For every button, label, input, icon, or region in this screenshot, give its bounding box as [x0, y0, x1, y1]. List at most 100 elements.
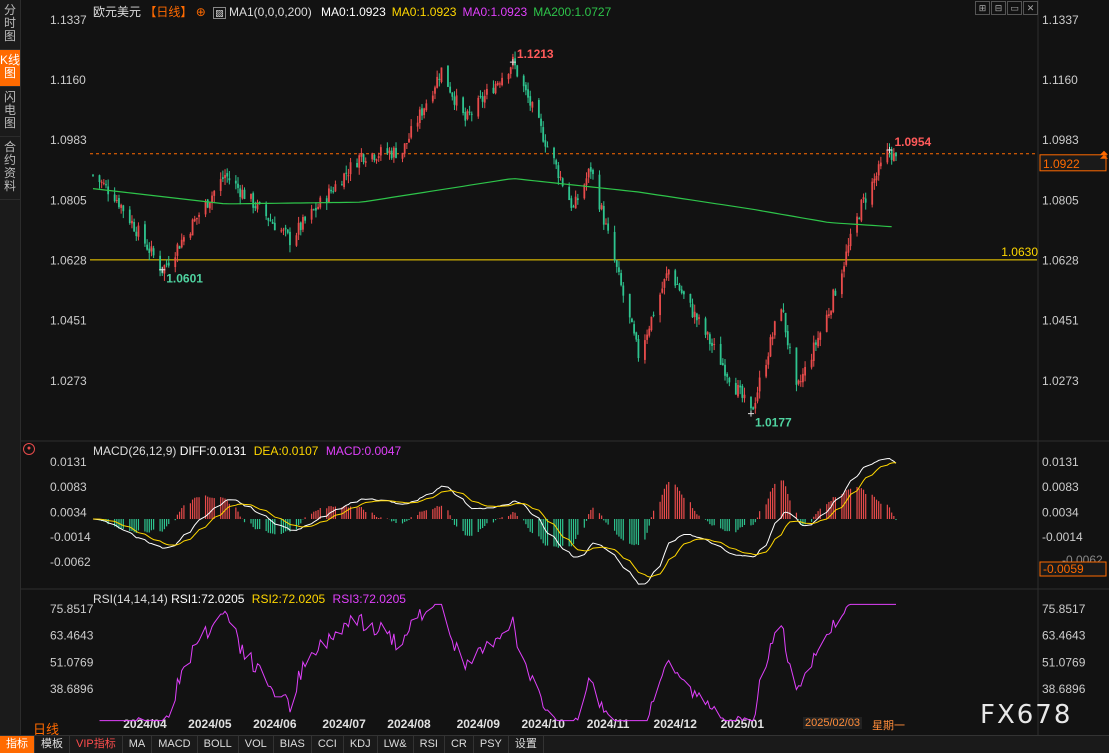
candle: [527, 89, 529, 98]
toolbar-tab-8[interactable]: CCI: [312, 736, 344, 753]
price-tick-left: 1.0273: [50, 374, 87, 388]
toolbar-tab-10[interactable]: LW&: [378, 736, 414, 753]
candle: [421, 108, 423, 116]
target-icon[interactable]: ●: [23, 443, 35, 455]
toolbar-tab-2[interactable]: VIP指标: [70, 736, 123, 753]
candle: [743, 394, 746, 399]
scroll-arrow-icon[interactable]: [1100, 150, 1108, 159]
candle: [815, 342, 817, 345]
window-button-1[interactable]: ⊞: [975, 1, 990, 15]
toolbar-tab-5[interactable]: BOLL: [198, 736, 239, 753]
candle: [574, 196, 577, 209]
rsi-title: RSI(14,14,14): [93, 592, 168, 606]
candle: [401, 152, 404, 159]
candle: [254, 206, 257, 209]
candle: [208, 202, 211, 209]
candle: [784, 312, 787, 333]
ma200-line: [92, 178, 892, 228]
candle: [135, 231, 138, 237]
candle: [522, 75, 525, 87]
candle: [180, 239, 183, 248]
period-tag[interactable]: 【日线】: [144, 5, 193, 19]
candle: [620, 273, 623, 286]
candle: [719, 343, 722, 365]
sidebar-tab-0[interactable]: 分时图: [0, 0, 20, 50]
price-tick-left: 1.0983: [50, 133, 87, 147]
candle: [494, 83, 497, 94]
candle: [341, 184, 343, 186]
toolbar-tab-6[interactable]: VOL: [239, 736, 274, 753]
candle: [589, 167, 592, 172]
candle: [447, 65, 449, 87]
macd-header: MACD(26,12,9) DIFF:0.0131 DEA:0.0107 MAC…: [93, 444, 401, 458]
candle: [392, 147, 395, 158]
sidebar-tab-1[interactable]: K线图: [0, 50, 20, 87]
toolbar-tab-12[interactable]: CR: [445, 736, 474, 753]
period-label[interactable]: 日线: [33, 722, 60, 737]
kline-chart[interactable]: 1.1337 1.1337 1.1160 1.1160 1.0983 1.0983 1.08…: [21, 0, 1109, 735]
price-tick-right: 1.0805: [1042, 194, 1079, 208]
candle: [221, 177, 224, 179]
sidebar-tab-2[interactable]: 闪电图: [0, 87, 20, 137]
toolbar-tab-9[interactable]: KDJ: [344, 736, 378, 753]
toolbar-tab-3[interactable]: MA: [123, 736, 153, 753]
candle: [464, 111, 467, 121]
candle: [849, 233, 852, 247]
ma-value-1: MA0:1.0923: [391, 5, 457, 19]
toolbar-tab-1[interactable]: 模板: [35, 736, 70, 753]
candle: [561, 178, 564, 186]
candle: [265, 204, 268, 217]
price-tick-right: 1.0451: [1042, 314, 1079, 328]
toolbar-tab-13[interactable]: PSY: [474, 736, 509, 753]
candle: [667, 269, 670, 275]
toolbar-tab-11[interactable]: RSI: [414, 736, 445, 753]
toolbar-tab-0[interactable]: 指标: [0, 736, 35, 753]
macd-tick-left: 0.0131: [50, 455, 87, 469]
candle: [622, 285, 625, 296]
annotation-high-marker: [509, 59, 516, 66]
candle: [228, 178, 231, 181]
toolbar-tab-4[interactable]: MACD: [152, 736, 198, 753]
symbol-name: 欧元美元: [93, 5, 142, 19]
candle: [708, 334, 711, 345]
candle: [615, 260, 618, 267]
add-icon[interactable]: ⊕: [195, 5, 206, 19]
candle: [102, 182, 105, 184]
candle: [219, 179, 222, 191]
candle: [873, 178, 876, 183]
candle: [886, 149, 889, 163]
candle: [758, 377, 761, 392]
candle: [295, 235, 298, 246]
candle: [680, 289, 683, 294]
candle: [786, 331, 789, 346]
candle: [516, 65, 519, 77]
candle: [799, 381, 802, 383]
window-button-2[interactable]: ⊟: [991, 1, 1006, 15]
candle: [204, 201, 207, 215]
candle: [726, 373, 729, 377]
sidebar-tab-3[interactable]: 合约资料: [0, 137, 20, 200]
candle: [299, 222, 302, 231]
candle: [144, 224, 146, 244]
x-axis-label: 2024/09: [457, 717, 501, 731]
candle: [195, 217, 198, 220]
rsi-tick-right: 51.0769: [1042, 655, 1086, 669]
toolbar-tab-14[interactable]: 设置: [509, 736, 544, 753]
close-icon[interactable]: ✕: [1023, 1, 1038, 15]
candle: [607, 223, 610, 231]
macd-tick-left: -0.0014: [50, 530, 91, 544]
candle: [167, 262, 170, 266]
rsi-tick-left: 51.0769: [50, 655, 94, 669]
candle: [280, 230, 283, 232]
price-tick-right: 1.0628: [1042, 254, 1079, 268]
window-button-3[interactable]: ▭: [1007, 1, 1022, 15]
current-price-label: 1.0922: [1043, 157, 1080, 171]
indicator-icon[interactable]: ▨: [213, 7, 226, 19]
ma-value-2: MA0:1.0923: [462, 5, 528, 19]
candle: [431, 95, 434, 102]
candle: [349, 162, 352, 175]
toolbar-tab-7[interactable]: BIAS: [274, 736, 312, 753]
candle: [492, 87, 495, 94]
candle: [377, 156, 380, 159]
candle: [695, 313, 698, 321]
